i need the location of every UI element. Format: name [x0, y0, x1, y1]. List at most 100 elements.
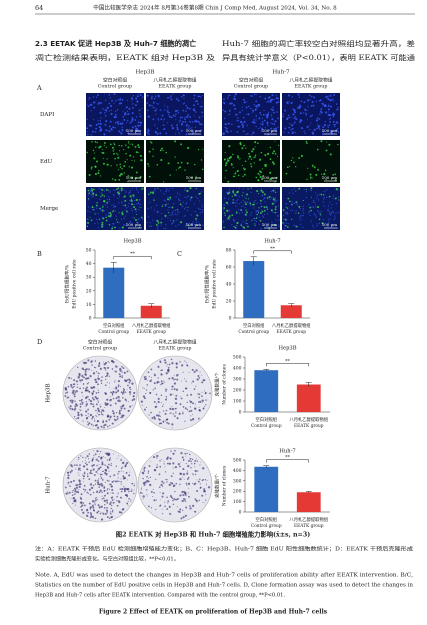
- cell-dot: [132, 95, 135, 97]
- colony: [77, 417, 80, 420]
- colony: [117, 380, 121, 383]
- cell-dot: [168, 115, 171, 118]
- cell-dot: [169, 198, 171, 200]
- cell-dot: [249, 202, 252, 205]
- cell-dot: [198, 208, 201, 210]
- colony: [148, 414, 150, 416]
- y-tick-label: 200: [233, 489, 242, 495]
- cell-dot: [184, 215, 186, 217]
- cell-dot: [323, 105, 326, 108]
- cell-dot: [166, 122, 168, 124]
- colony: [191, 418, 195, 421]
- colony: [64, 486, 67, 489]
- cell-dot: [151, 142, 153, 144]
- cell-dot: [137, 222, 139, 225]
- cell-dot: [286, 101, 289, 104]
- colony: [101, 463, 104, 466]
- cell-dot: [106, 206, 108, 208]
- cell-dot: [163, 118, 165, 120]
- colony: [179, 508, 182, 510]
- colony: [160, 422, 163, 425]
- cell-dot: [297, 212, 300, 215]
- colony: [157, 400, 160, 404]
- colony: [139, 491, 142, 494]
- cell-dot: [250, 165, 253, 168]
- colony: [73, 393, 76, 396]
- cell-dot: [109, 216, 111, 218]
- colony: [156, 464, 158, 466]
- colony: [67, 491, 69, 493]
- cell-dot: [237, 119, 240, 122]
- colony: [116, 366, 118, 368]
- colony: [155, 405, 158, 408]
- cell-dot: [231, 224, 233, 226]
- cell-dot: [310, 206, 312, 208]
- colony: [186, 470, 188, 472]
- cell-dot: [260, 114, 262, 116]
- cell-dot: [97, 227, 100, 229]
- cell-dot: [102, 149, 104, 151]
- cell-dot: [337, 107, 339, 109]
- cell-dot: [242, 204, 244, 206]
- colony: [199, 478, 201, 480]
- cell-dot: [107, 212, 109, 214]
- cell-dot: [152, 155, 154, 157]
- group-label: Control group: [234, 84, 268, 90]
- cell-dot: [165, 190, 168, 192]
- cell-dot: [166, 198, 170, 201]
- cell-dot: [108, 198, 110, 200]
- cell-dot: [315, 216, 317, 218]
- cell-dot: [294, 115, 297, 118]
- bar: [280, 305, 302, 318]
- colony: [67, 472, 69, 474]
- colony: [71, 491, 74, 493]
- cell-dot: [109, 120, 112, 123]
- colony: [119, 385, 121, 387]
- colony: [140, 488, 142, 490]
- cell-dot: [161, 218, 163, 220]
- cell-dot: [323, 198, 325, 200]
- colony: [70, 383, 73, 387]
- cell-dot: [99, 175, 102, 177]
- significance-label: **: [270, 246, 276, 252]
- colony: [168, 363, 171, 366]
- x-tick-label: 空白对照组: [243, 322, 265, 329]
- colony: [81, 403, 83, 405]
- cell-dot: [242, 130, 245, 133]
- colony: [145, 406, 148, 409]
- colony: [111, 505, 113, 507]
- cell-dot: [200, 105, 203, 108]
- colony: [73, 464, 76, 467]
- cell-dot: [226, 160, 229, 163]
- cell-dot: [176, 123, 178, 126]
- cell-dot: [181, 205, 183, 207]
- cell-dot: [316, 120, 318, 122]
- colony: [186, 484, 188, 486]
- colony: [162, 492, 165, 495]
- cell-dot: [323, 173, 326, 176]
- cell-dot: [295, 212, 297, 214]
- cell-dot: [126, 211, 128, 213]
- cell-dot: [328, 119, 330, 121]
- colony: [83, 485, 86, 487]
- cell-dot: [195, 214, 198, 216]
- colony: [106, 405, 108, 407]
- colony: [174, 402, 178, 405]
- colony: [173, 484, 176, 487]
- cell-dot: [168, 199, 170, 201]
- page-number: 64: [35, 4, 43, 12]
- cell-dot: [133, 203, 135, 206]
- y-tick-label: 30: [86, 275, 92, 281]
- colony: [92, 468, 95, 471]
- colony: [67, 481, 70, 484]
- cell-dot: [316, 223, 318, 225]
- colony: [99, 404, 101, 406]
- cell-dot: [99, 111, 102, 114]
- cell-dot: [183, 103, 185, 105]
- colony: [204, 405, 206, 408]
- cell-dot: [317, 210, 319, 212]
- cell-dot: [97, 102, 100, 105]
- colony: [69, 485, 71, 488]
- cell-dot: [154, 188, 156, 191]
- cell-dot: [128, 166, 130, 168]
